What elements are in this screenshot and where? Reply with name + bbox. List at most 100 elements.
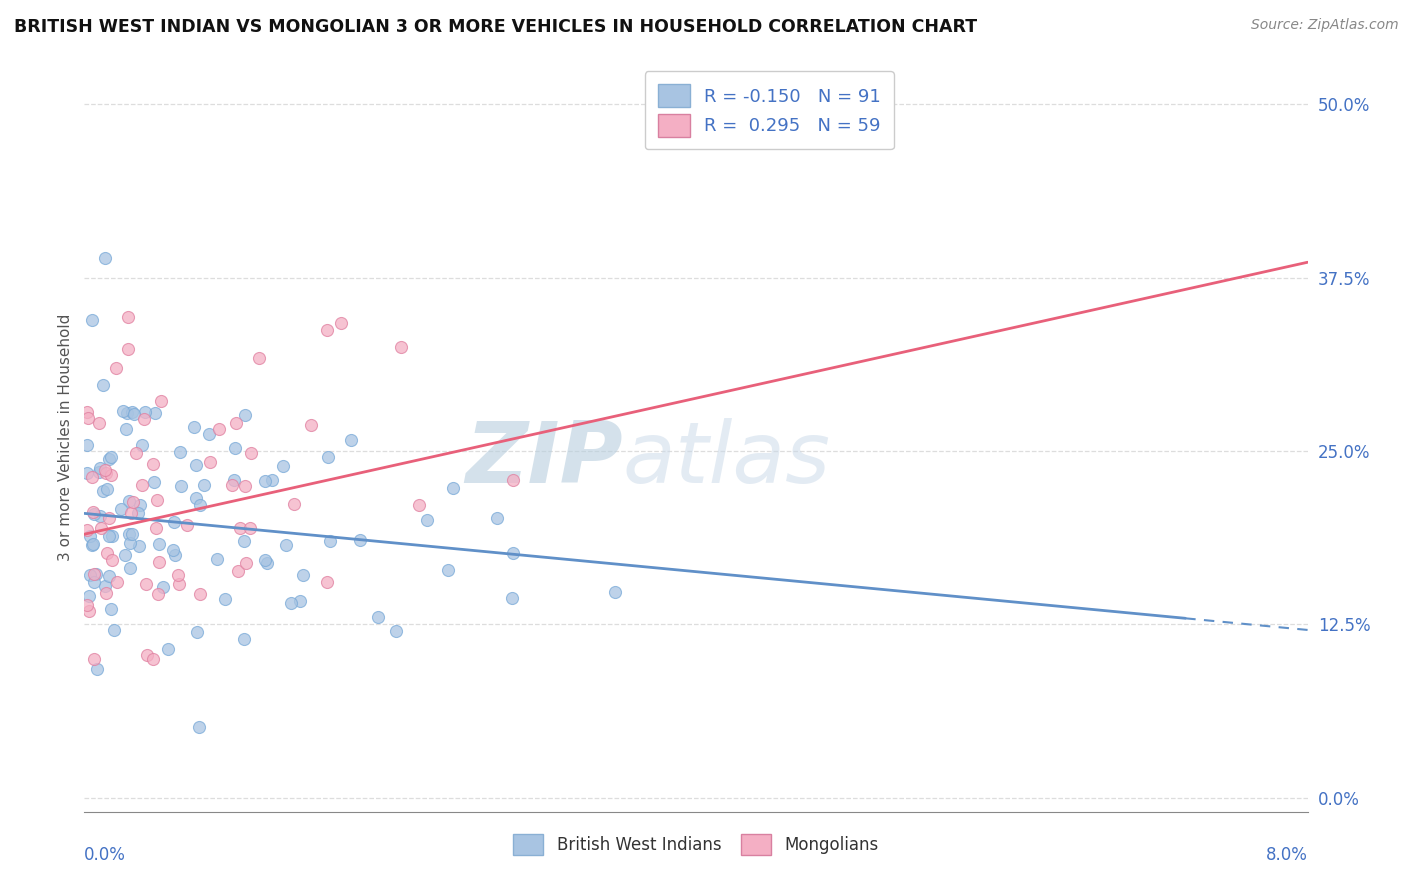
Point (256, 556, 278, 570)
Point (254, 474, 277, 488)
Point (91, 378, 114, 392)
Point (148, 555, 170, 569)
Point (96, 466, 118, 480)
Point (224, 473, 246, 487)
Point (131, 437, 153, 451)
Point (240, 445, 263, 459)
Point (97, 510, 120, 524)
Point (90, 521, 112, 535)
Point (224, 441, 246, 455)
Point (128, 539, 150, 553)
Point (299, 417, 322, 432)
Point (134, 405, 156, 419)
Point (146, 587, 169, 601)
Point (96, 586, 118, 600)
Point (98, 452, 121, 467)
Point (83, 507, 105, 521)
Point (94, 463, 117, 477)
Text: BRITISH WEST INDIAN VS MONGOLIAN 3 OR MORE VEHICLES IN HOUSEHOLD CORRELATION CHA: BRITISH WEST INDIAN VS MONGOLIAN 3 OR MO… (14, 18, 977, 36)
Point (96, 546, 118, 560)
Point (121, 526, 143, 541)
Point (603, 584, 626, 599)
Point (125, 446, 148, 460)
Point (110, 502, 132, 516)
Point (82, 537, 104, 551)
Point (148, 537, 170, 551)
Point (408, 498, 430, 512)
Text: 8.0%: 8.0% (1265, 847, 1308, 864)
Point (207, 552, 229, 566)
Point (118, 494, 141, 508)
Point (96, 482, 118, 496)
Point (239, 521, 262, 535)
Point (149, 393, 172, 408)
Point (100, 450, 122, 464)
Point (121, 405, 143, 419)
Point (101, 552, 124, 566)
Point (117, 342, 139, 356)
Point (233, 533, 256, 548)
Point (114, 548, 136, 562)
Point (235, 408, 257, 422)
Point (319, 534, 342, 549)
Text: 0.0%: 0.0% (84, 847, 127, 864)
Point (80, 537, 103, 551)
Point (115, 406, 138, 420)
Point (100, 528, 122, 542)
Point (89, 509, 111, 524)
Point (86, 662, 108, 676)
Point (437, 563, 460, 577)
Point (146, 493, 169, 508)
Point (87, 417, 110, 431)
Point (120, 506, 142, 520)
Point (441, 481, 464, 495)
Point (340, 433, 363, 447)
Point (229, 521, 252, 535)
Point (165, 548, 187, 562)
Point (135, 576, 157, 591)
Point (142, 475, 165, 489)
Point (152, 580, 174, 594)
Point (163, 515, 186, 529)
Point (76, 466, 98, 480)
Point (112, 404, 135, 418)
Point (233, 632, 256, 646)
Point (330, 316, 353, 330)
Point (97, 569, 120, 583)
Point (169, 445, 191, 459)
Point (143, 406, 166, 420)
Point (349, 533, 371, 548)
Point (176, 517, 198, 532)
Point (76, 405, 98, 419)
Point (122, 495, 145, 509)
Point (280, 596, 302, 610)
Text: Source: ZipAtlas.com: Source: ZipAtlas.com (1251, 18, 1399, 32)
Point (118, 526, 141, 541)
Point (262, 473, 284, 487)
Point (115, 422, 138, 436)
Legend: British West Indians, Mongolians: British West Indians, Mongolians (505, 825, 887, 863)
Point (83, 574, 105, 589)
Point (142, 652, 165, 666)
Point (233, 479, 256, 493)
Point (283, 497, 305, 511)
Point (485, 511, 508, 525)
Point (76, 523, 98, 537)
Point (82, 313, 104, 327)
Point (187, 720, 209, 734)
Point (188, 498, 211, 512)
Point (214, 591, 236, 606)
Point (89, 460, 111, 475)
Point (290, 594, 312, 608)
Point (315, 574, 337, 589)
Point (82, 505, 104, 519)
Point (118, 535, 141, 549)
Point (94, 251, 117, 265)
Point (501, 591, 523, 605)
Point (100, 602, 122, 616)
Point (186, 625, 208, 640)
Point (77, 410, 100, 425)
Point (79, 529, 101, 543)
Point (129, 498, 152, 512)
Point (77, 604, 100, 618)
